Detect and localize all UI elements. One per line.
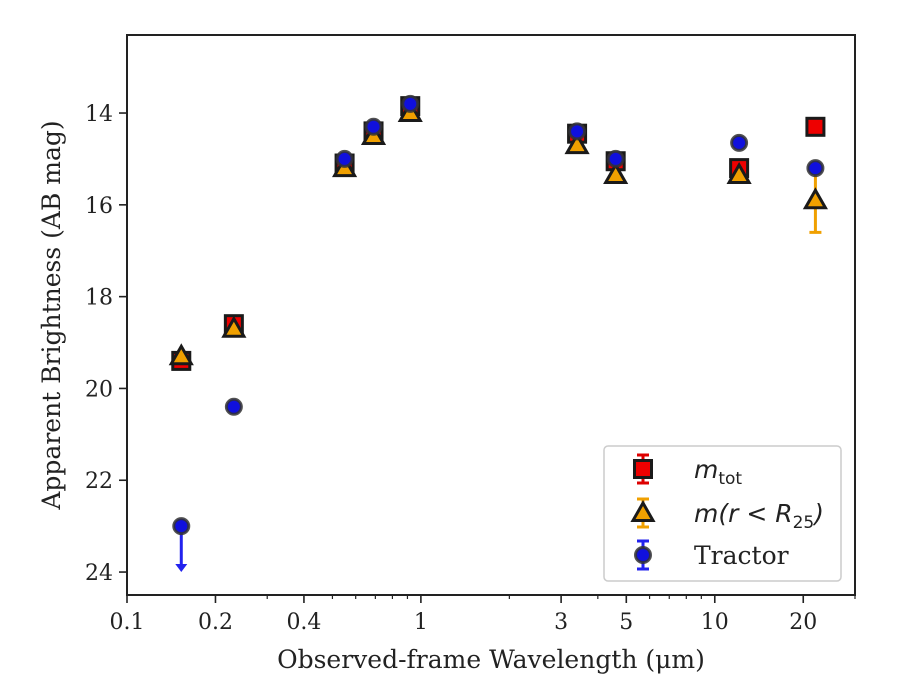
data-point [401,94,420,113]
data-point [730,133,749,152]
x-tick-label: 20 [789,610,817,635]
series-triangle [168,100,828,366]
plot-frame [126,34,856,596]
y-tick-label: 16 [85,194,113,219]
legend: mtot m(r < R25) Tractor [603,445,842,582]
x-tick-label: 10 [701,610,729,635]
legend-marker [633,459,653,479]
legend-marker [630,499,656,522]
y-tick-label: 18 [85,286,113,311]
data-point [805,116,826,137]
y-tick-label: 24 [85,561,113,586]
x-tick-label: 0.2 [198,610,233,635]
x-tick-label: 1 [414,610,428,635]
data-point [364,117,383,136]
data-point [603,161,629,184]
data-point [172,517,191,536]
upper-limit-arrowhead [175,564,188,573]
ticks: 0.1 0.2 0.4 1 3 5 10 20 14 16 18 20 22 24 [85,102,856,635]
x-tick-label: 5 [619,610,633,635]
x-axis-label: Observed-frame Wavelength (μm) [277,645,705,674]
data-point [168,343,194,366]
data-point [221,315,247,338]
data-point [726,161,752,184]
x-tick-label: 0.4 [286,610,321,635]
axes [126,34,856,596]
data-point [564,132,590,155]
legend-label: Tractor [694,541,789,570]
legend-label: m(r < R25) [694,499,824,533]
x-tick-label: 3 [554,610,568,635]
legend-label: mtot [694,455,742,489]
data-point [606,149,625,168]
data-marks [168,94,828,573]
data-point [806,159,825,178]
series-circle [172,94,825,573]
y-tick-label: 20 [85,377,113,402]
x-tick-label: 0.1 [110,610,145,635]
legend-box [603,445,842,582]
legend-marker [634,546,652,564]
data-point [568,122,587,141]
data-point [224,397,243,416]
series-square [171,96,826,371]
data-point [802,187,828,210]
y-tick-label: 22 [85,469,113,494]
data-point [335,149,354,168]
y-tick-label: 14 [85,102,113,127]
y-axis-label: Apparent Brightness (AB mag) [37,120,66,510]
